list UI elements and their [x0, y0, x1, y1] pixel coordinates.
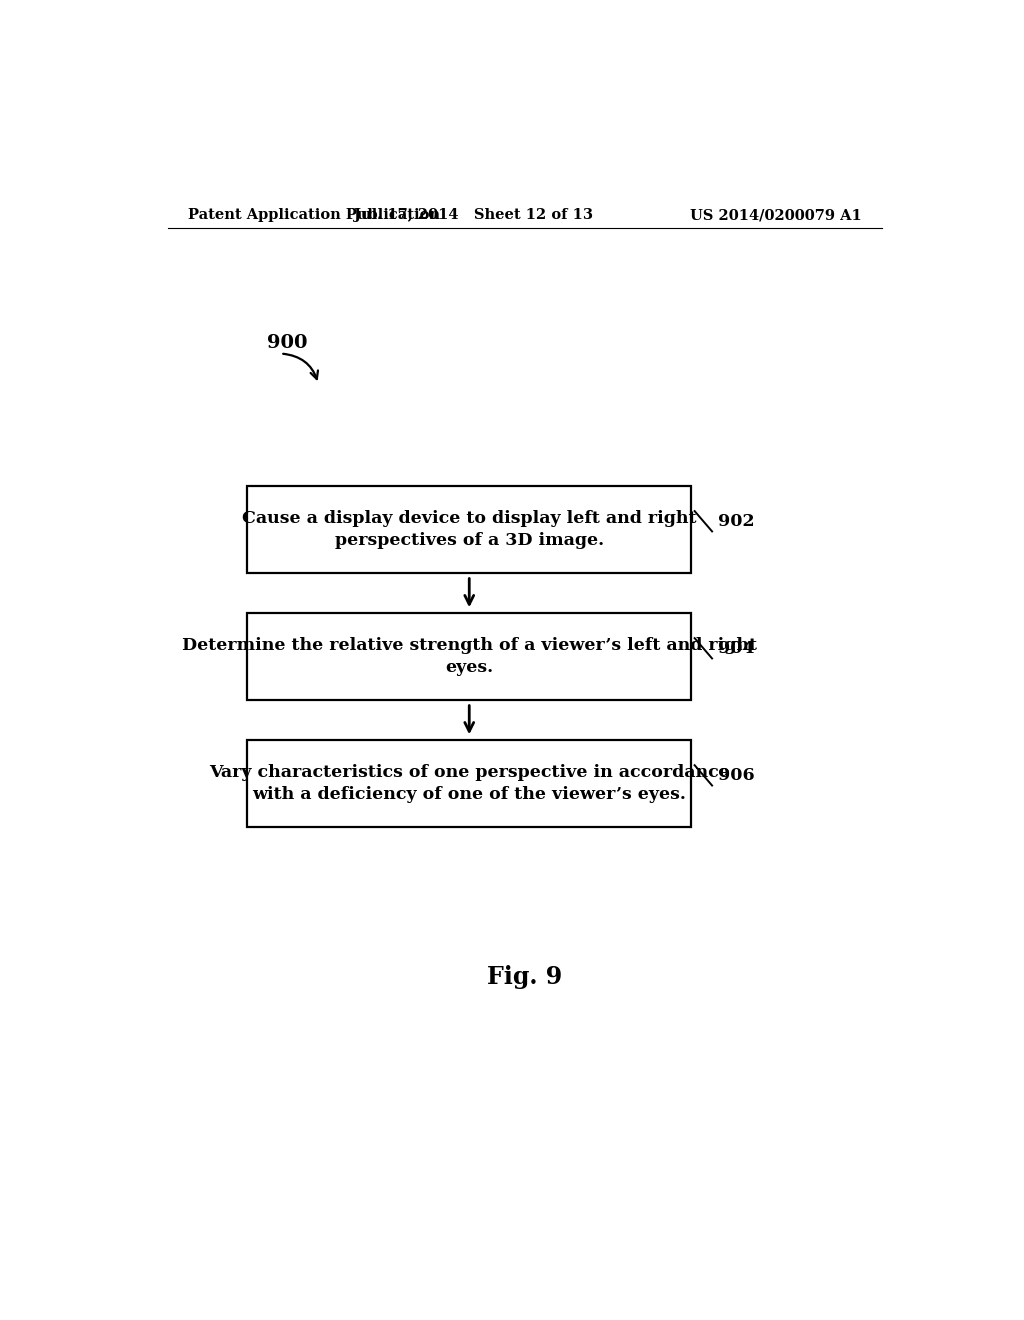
Text: Determine the relative strength of a viewer’s left and right
eyes.: Determine the relative strength of a vie… — [181, 638, 757, 676]
Text: Vary characteristics of one perspective in accordance
with a deficiency of one o: Vary characteristics of one perspective … — [209, 764, 730, 803]
Text: 900: 900 — [267, 334, 307, 352]
Text: Cause a display device to display left and right
perspectives of a 3D image.: Cause a display device to display left a… — [242, 510, 696, 549]
Bar — [247, 486, 691, 573]
Text: Jul. 17, 2014   Sheet 12 of 13: Jul. 17, 2014 Sheet 12 of 13 — [353, 209, 593, 222]
Text: Patent Application Publication: Patent Application Publication — [187, 209, 439, 222]
Text: 902: 902 — [719, 512, 755, 529]
Bar — [247, 741, 691, 826]
Bar — [247, 614, 691, 700]
Text: Fig. 9: Fig. 9 — [487, 965, 562, 989]
Text: 906: 906 — [719, 767, 755, 784]
Text: 904: 904 — [719, 640, 755, 657]
Text: US 2014/0200079 A1: US 2014/0200079 A1 — [690, 209, 862, 222]
